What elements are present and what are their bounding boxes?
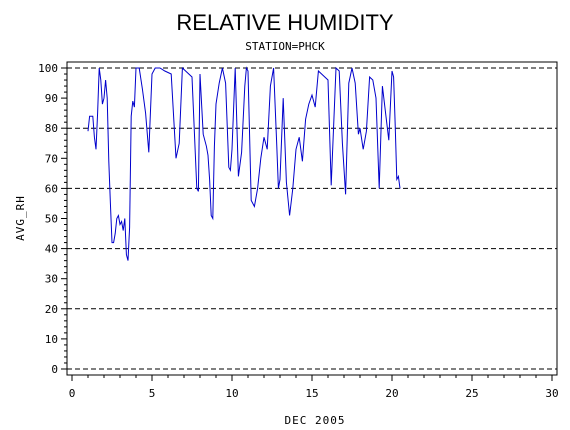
y-tick-label: 20: [45, 303, 58, 316]
x-axis-label: DEC 2005: [285, 414, 346, 427]
y-tick-label: 40: [45, 243, 58, 256]
x-tick-label: 10: [225, 387, 238, 400]
x-tick-label: 15: [305, 387, 318, 400]
reference-lines: [67, 67, 557, 370]
y-tick-label: 70: [45, 152, 58, 165]
y-tick-label: 30: [45, 273, 58, 286]
x-tick-label: 25: [465, 387, 478, 400]
x-tick-label: 30: [545, 387, 558, 400]
y-tick-label: 100: [38, 62, 58, 75]
x-tick-label: 0: [69, 387, 76, 400]
x-axis-ticks: 0 5 10 15 20 25 30: [69, 375, 559, 400]
plot-frame: [66, 61, 558, 376]
y-tick-label: 50: [45, 213, 58, 226]
y-axis-ticks: 0 10 20 30 40 50 60 70 80 90 100: [38, 62, 67, 376]
y-tick-label: 60: [45, 182, 58, 195]
x-tick-label: 5: [149, 387, 156, 400]
chart-title: RELATIVE HUMIDITY: [176, 10, 394, 35]
y-tick-label: 90: [45, 92, 58, 105]
y-tick-label: 10: [45, 333, 58, 346]
y-axis-label: AVG_RH: [14, 195, 27, 241]
x-tick-label: 20: [385, 387, 398, 400]
y-tick-label: 80: [45, 122, 58, 135]
series-line: [87, 66, 401, 261]
y-tick-label: 0: [51, 363, 58, 376]
chart-subtitle: STATION=PHCK: [245, 40, 325, 53]
